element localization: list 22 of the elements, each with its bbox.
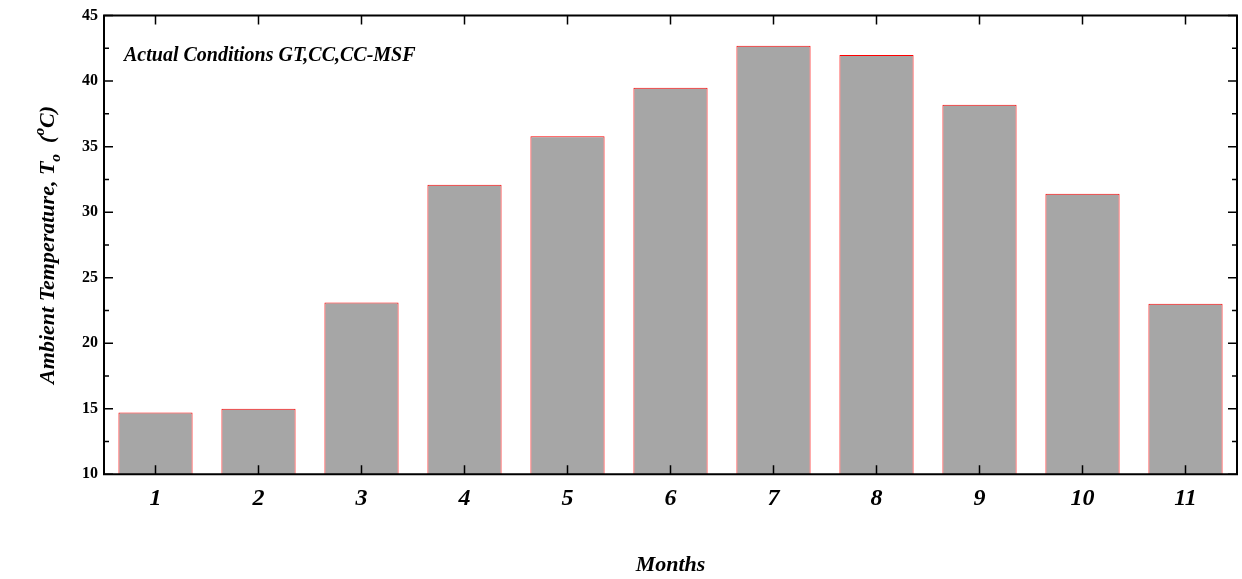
x-tick-label: 3 (354, 483, 368, 510)
x-tick-label: 8 (870, 483, 883, 510)
y-tick-label: 15 (82, 398, 98, 416)
x-tick-label: 4 (457, 483, 471, 510)
x-tick-label: 9 (973, 483, 986, 510)
y-axis-title: Ambient Temperature, To (oC) (30, 105, 63, 386)
y-tick-label: 20 (82, 333, 98, 351)
y-tick-label: 35 (82, 136, 98, 154)
y-tick-label: 25 (82, 267, 98, 285)
annotation: Actual Conditions GT,CC,CC-MSF (122, 42, 417, 65)
x-tick-label: 10 (1070, 483, 1095, 510)
y-tick-label: 45 (82, 5, 98, 23)
x-tick-label: 6 (664, 483, 677, 510)
y-tick-label: 30 (82, 202, 98, 220)
x-axis-title: Months (634, 550, 706, 576)
x-tick-label: 1 (149, 483, 162, 510)
y-tick-label: 40 (82, 71, 98, 89)
x-tick-label: 5 (561, 483, 574, 510)
y-tick-label: 10 (82, 464, 98, 482)
x-tick-label: 7 (767, 483, 781, 510)
x-tick-label: 11 (1174, 483, 1197, 510)
x-tick-label: 2 (251, 483, 265, 510)
